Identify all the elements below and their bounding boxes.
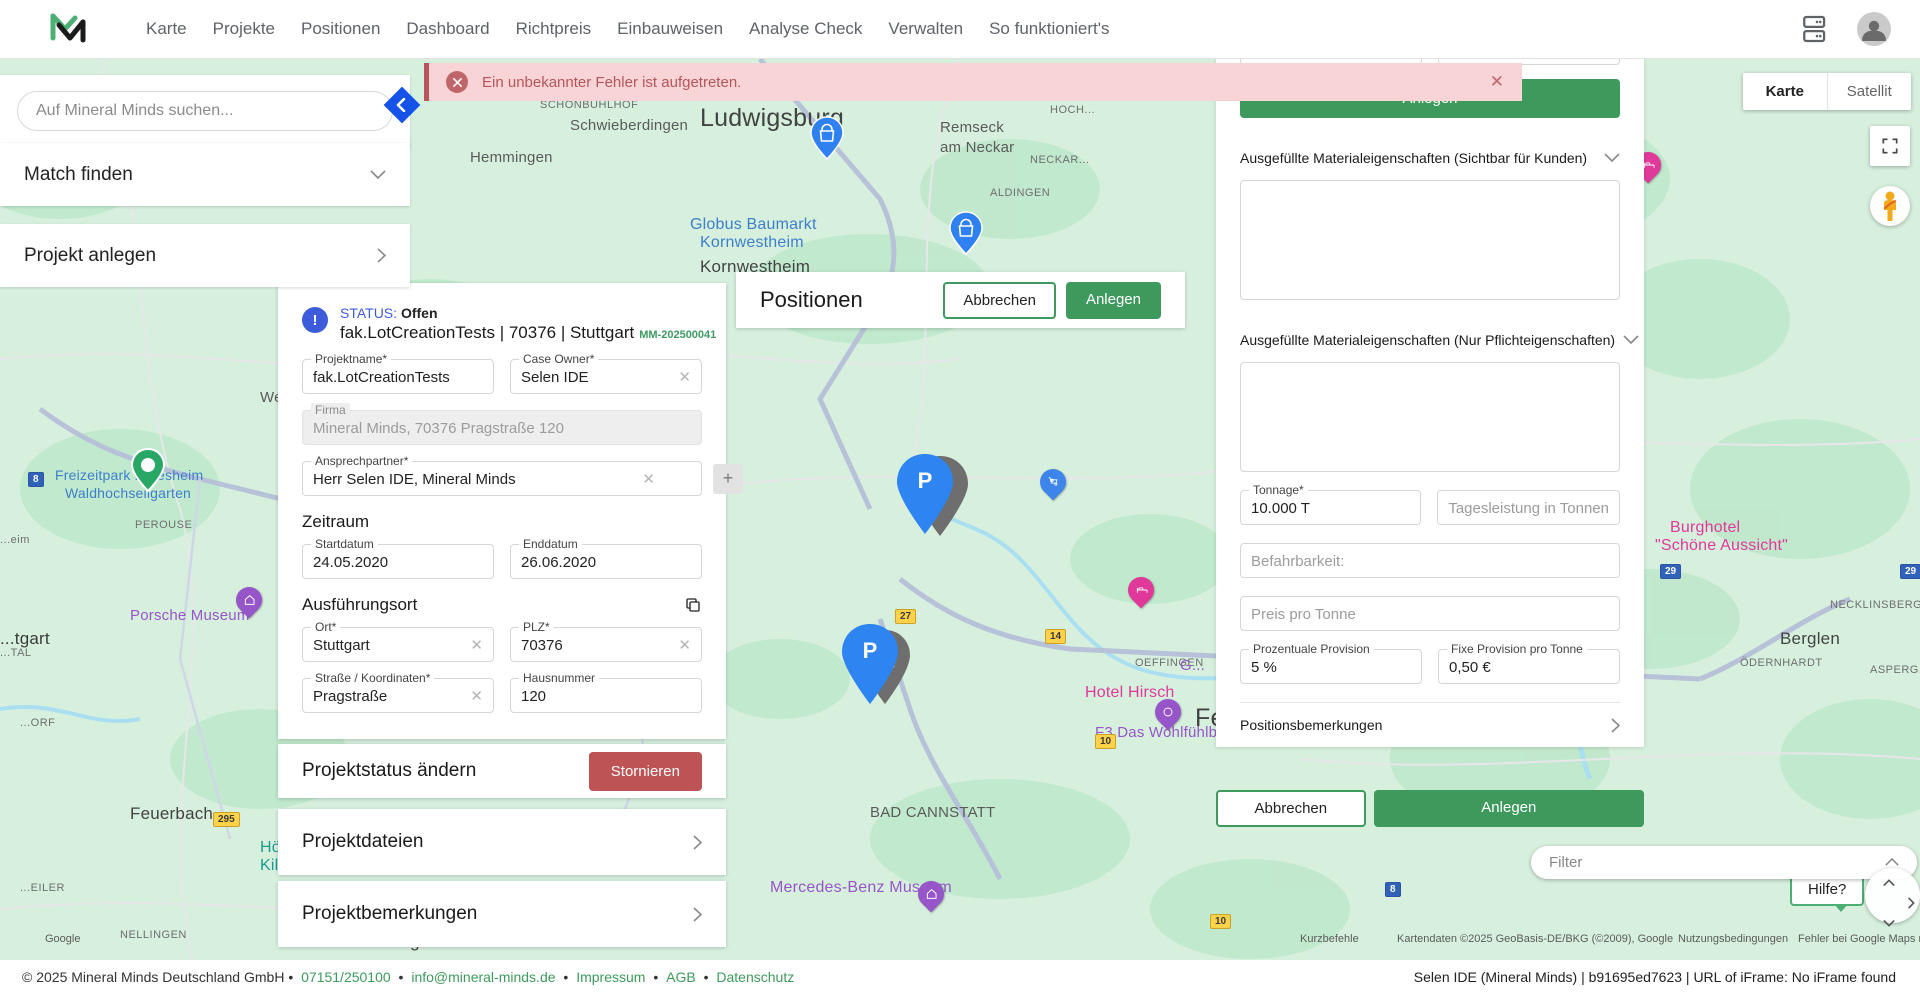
svg-text:P: P bbox=[863, 638, 878, 663]
svg-text:P: P bbox=[918, 468, 933, 493]
